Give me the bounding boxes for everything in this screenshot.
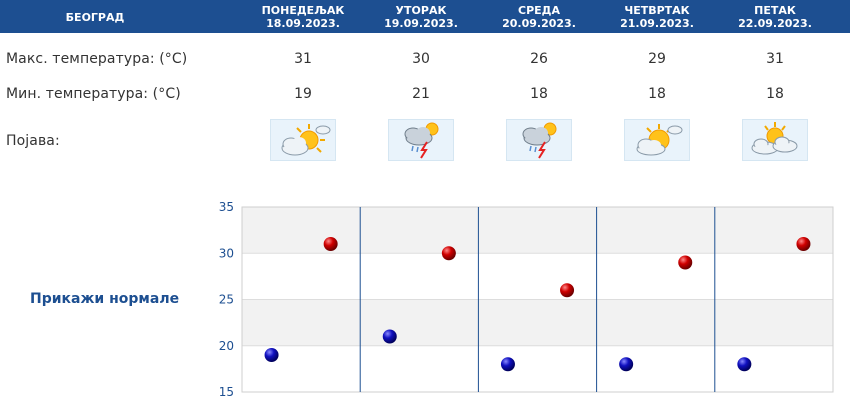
- show-normals-link[interactable]: Прикажи нормале: [30, 291, 180, 307]
- day-date: 21.09.2023.: [620, 17, 694, 30]
- day-header-5: ПЕТАК 22.09.2023.: [715, 0, 835, 33]
- day-date: 19.09.2023.: [384, 17, 458, 30]
- min-temp-value: 18: [648, 86, 666, 102]
- plot-border: [241, 206, 834, 393]
- min-temp-point: [737, 357, 752, 372]
- day-header-2: УТОРАК 19.09.2023.: [361, 0, 481, 33]
- grid-band: [242, 207, 833, 254]
- max-temp-point: [441, 246, 456, 261]
- max-temp-value: 30: [412, 51, 430, 67]
- min-temp-value: 19: [294, 86, 312, 102]
- max-temp-point: [560, 283, 575, 298]
- max-temp-value: 31: [766, 51, 784, 67]
- partly-cloudy-sun-icon: [270, 119, 336, 161]
- day-name: ПЕТАК: [754, 4, 796, 17]
- max-temp-value: 26: [530, 51, 548, 67]
- grid-band: [242, 253, 833, 300]
- min-temp-value: 21: [412, 86, 430, 102]
- grid-band: [242, 345, 833, 392]
- max-temp-point: [796, 237, 811, 251]
- y-tick-label: 25: [219, 293, 234, 307]
- max-temp-point: [678, 255, 693, 270]
- day-header-3: СРЕДА 20.09.2023.: [479, 0, 599, 33]
- min-temp-point: [264, 348, 279, 362]
- weather-label: Појава:: [6, 133, 60, 149]
- day-date: 18.09.2023.: [266, 17, 340, 30]
- city-name: БЕОГРАД: [65, 11, 125, 24]
- y-tick-label: 20: [219, 339, 234, 353]
- min-temp-point: [619, 357, 634, 372]
- day-date: 20.09.2023.: [502, 17, 576, 30]
- grid-band: [242, 299, 833, 346]
- thunderstorm-rain-icon: [388, 119, 454, 161]
- min-temp-label: Мин. температура: (°C): [6, 86, 181, 102]
- min-temp-point: [500, 357, 515, 372]
- y-tick-label: 30: [219, 246, 234, 260]
- day-name: СРЕДА: [518, 4, 560, 17]
- y-tick-label: 15: [219, 385, 234, 399]
- day-name: ПОНЕДЕЉАК: [261, 4, 345, 17]
- thunderstorm-rain-icon: [506, 119, 572, 161]
- day-name: ЧЕТВРТАК: [624, 4, 690, 17]
- min-temp-point: [382, 329, 397, 344]
- forecast-header: БЕОГРАД ПОНЕДЕЉАК 18.09.2023. УТОРАК 19.…: [0, 0, 850, 33]
- day-header-1: ПОНЕДЕЉАК 18.09.2023.: [243, 0, 363, 33]
- day-header-4: ЧЕТВРТАК 21.09.2023.: [597, 0, 717, 33]
- temperature-chart: 15 20 25 30 35: [219, 200, 834, 399]
- min-temp-value: 18: [766, 86, 784, 102]
- y-tick-label: 35: [219, 200, 234, 214]
- max-temp-point: [323, 237, 338, 251]
- day-name: УТОРАК: [395, 4, 447, 17]
- partly-cloudy-sun-icon: [624, 119, 690, 161]
- max-temp-value: 29: [648, 51, 666, 67]
- day-date: 22.09.2023.: [738, 17, 812, 30]
- max-temp-value: 31: [294, 51, 312, 67]
- max-temp-label: Макс. температура: (°C): [6, 51, 188, 67]
- min-temp-value: 18: [530, 86, 548, 102]
- sun-behind-clouds-icon: [742, 119, 808, 161]
